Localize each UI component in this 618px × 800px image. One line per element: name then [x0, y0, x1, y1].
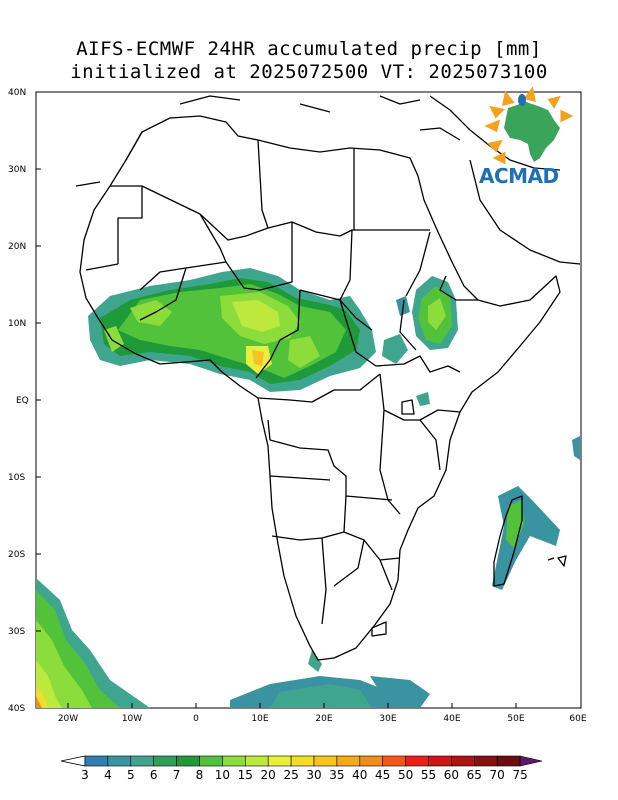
colorbar-swatch [336, 755, 361, 767]
colorbar-swatch [313, 755, 338, 767]
colorbar-level-label: 6 [149, 768, 158, 782]
coastlines-borders [75, 95, 581, 661]
colorbar-level-label: 15 [237, 768, 253, 782]
lat-label: 40S [8, 704, 26, 714]
lon-label: 50E [507, 714, 525, 724]
colorbar-level-label: 7 [172, 768, 181, 782]
colorbar-level-label: 10 [214, 768, 231, 782]
colorbar-under-arrow [60, 755, 86, 767]
colorbar-level-label: 60 [443, 768, 460, 782]
map-frame [35, 91, 582, 709]
lat-label: 10N [8, 319, 27, 329]
colorbar-level-label: 50 [397, 768, 414, 782]
lon-label: 60E [569, 714, 587, 724]
chart-title: AIFS-ECMWF 24HR accumulated precip [mm] [76, 38, 542, 60]
colorbar-level-label: 45 [375, 768, 391, 782]
colorbar-swatch [405, 755, 429, 767]
lon-label: 20E [315, 714, 333, 724]
lon-label: 10W [121, 714, 143, 724]
lat-label: 30S [8, 627, 26, 637]
colorbar-level-label: 25 [283, 768, 299, 782]
colorbar-swatch [176, 755, 200, 767]
colorbar-swatch [451, 755, 475, 767]
lon-label: 10E [251, 714, 269, 724]
lat-label: 40N [8, 88, 27, 98]
colorbar-swatch [428, 755, 452, 767]
colorbar-swatch [130, 755, 155, 767]
logo-text: ACMAD [479, 164, 559, 188]
lon-label: 30E [379, 714, 397, 724]
colorbar-swatch [222, 755, 246, 767]
colorbar-over-arrow [519, 755, 543, 767]
colorbar-level-label: 75 [512, 768, 528, 782]
lat-label: 30N [8, 165, 27, 175]
lon-label: 40E [443, 714, 461, 724]
colorbar-level-label: 30 [306, 768, 322, 782]
colorbar-swatch [199, 755, 223, 767]
colorbar-level-label: 3 [81, 768, 89, 782]
colorbar-swatch [473, 755, 498, 767]
colorbar-level-label: 40 [352, 768, 368, 782]
acmad-logo [484, 86, 574, 165]
colorbar-swatch [359, 755, 383, 767]
colorbar [60, 755, 543, 767]
lat-label: EQ [16, 396, 29, 406]
colorbar-level-label: 20 [260, 768, 276, 782]
colorbar-swatch [245, 755, 269, 767]
colorbar-level-label: 5 [126, 768, 135, 782]
colorbar-swatch [496, 755, 521, 767]
lat-label: 20S [8, 550, 26, 560]
colorbar-swatch [267, 755, 292, 767]
lat-label: 20N [8, 242, 27, 252]
colorbar-level-label: 35 [329, 768, 345, 782]
colorbar-level-label: 4 [104, 768, 112, 782]
colorbar-level-label: 70 [489, 768, 505, 782]
precip-shading [36, 268, 580, 708]
axis-ticks [36, 168, 517, 708]
lat-label: 10S [8, 473, 26, 483]
lon-label: 20W [57, 714, 79, 724]
lon-label: 0 [193, 714, 199, 724]
colorbar-swatch [290, 755, 315, 767]
colorbar-level-label: 8 [195, 768, 204, 782]
chart-subtitle: initialized at 2025072500 VT: 2025073100 [70, 61, 548, 83]
colorbar-swatch [382, 755, 406, 767]
colorbar-swatch [153, 755, 177, 767]
colorbar-level-label: 65 [466, 768, 482, 782]
colorbar-swatch [84, 755, 109, 767]
colorbar-swatch [107, 755, 132, 767]
colorbar-level-label: 55 [420, 768, 437, 782]
